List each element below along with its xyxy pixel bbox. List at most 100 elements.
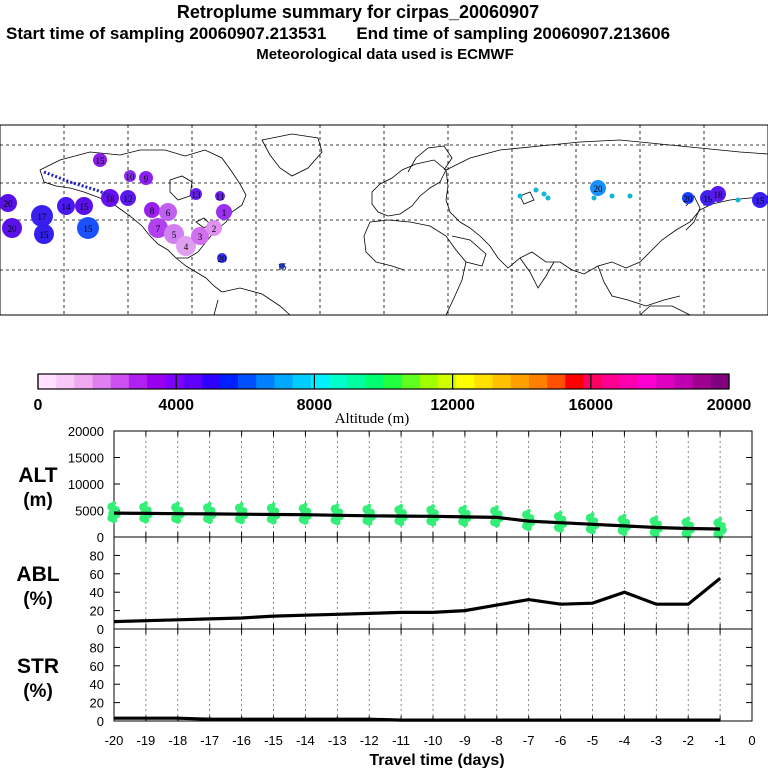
plume-marker-label: 15 xyxy=(80,202,90,212)
altitude-scatter-point xyxy=(653,531,660,538)
x-tick-label: -9 xyxy=(459,733,471,748)
altitude-scatter-point xyxy=(654,515,659,520)
plume-marker-label: 3 xyxy=(198,232,203,242)
x-axis-label: Travel time (days) xyxy=(369,752,504,768)
x-tick-label: -11 xyxy=(392,733,410,748)
plume-marker xyxy=(191,227,209,245)
colorbar-swatch xyxy=(38,374,57,389)
central-america-outline xyxy=(175,257,223,293)
x-tick-label: -3 xyxy=(651,733,663,748)
arabia-outline xyxy=(451,235,487,267)
colorbar-tick-label: 12000 xyxy=(430,397,475,414)
plume-marker-label: 6 xyxy=(166,208,171,218)
plume-marker-label: 15 xyxy=(40,230,50,240)
x-tick-label: -5 xyxy=(587,733,599,748)
plume-marker xyxy=(144,202,160,218)
y-axis-label-unit: (%) xyxy=(23,589,53,610)
y-tick-label: 10000 xyxy=(68,477,104,492)
plume-marker xyxy=(752,192,768,208)
series-line-alt xyxy=(113,511,721,531)
altitude-scatter-point xyxy=(335,503,340,508)
colorbar-tick-label: 0 xyxy=(34,397,43,414)
colorbar-swatch xyxy=(56,374,75,389)
plume-marker xyxy=(159,203,177,221)
y-tick-label: 5000 xyxy=(75,504,104,519)
altitude-scatter-point xyxy=(461,520,469,527)
trajectory-trail xyxy=(43,170,113,198)
colorbar-swatch xyxy=(692,374,712,389)
altitude-scatter-point xyxy=(557,526,564,533)
plume-marker-label: 10 xyxy=(126,172,136,182)
altitude-scatter-point xyxy=(526,509,531,513)
colorbar-tick-label: 8000 xyxy=(297,397,333,414)
altitude-scatter-point xyxy=(429,520,437,527)
colorbar-swatch xyxy=(438,374,457,389)
altitude-scatter-point xyxy=(207,501,212,506)
altitude-scatter-point xyxy=(493,521,500,528)
colorbar-swatch xyxy=(565,374,585,389)
colorbar-swatch xyxy=(219,374,239,389)
colorbar-swatch xyxy=(601,374,621,389)
y-axis-label-unit: (m) xyxy=(23,490,53,511)
altitude-scatter-point xyxy=(558,510,563,515)
y-axis-label: ABL xyxy=(16,563,59,586)
hudson-bay-outline xyxy=(169,175,193,201)
colorbar-label: Altitude (m) xyxy=(335,411,410,427)
colorbar-swatch xyxy=(128,374,148,389)
x-tick-label: -8 xyxy=(491,733,503,748)
plume-marker xyxy=(533,187,539,193)
plume-marker-label: 11 xyxy=(216,192,225,202)
altitude-scatter-point xyxy=(590,512,595,517)
plume-marker xyxy=(190,188,202,200)
colorbar-swatch xyxy=(201,374,221,389)
plume-marker-label: 15 xyxy=(756,196,766,206)
plume-marker-label: 1 xyxy=(222,208,227,218)
altitude-scatter-point xyxy=(494,505,499,510)
colorbar-swatch xyxy=(710,374,730,389)
altitude-scatter-point xyxy=(367,503,372,508)
colorbar-swatch xyxy=(474,374,494,389)
plume-marker-label: 20 xyxy=(8,224,18,234)
y-tick-label: 20 xyxy=(90,696,104,711)
map-graticule xyxy=(0,125,768,315)
colorbar-swatch xyxy=(292,374,312,389)
altitude-colorbar: 0 4000 8000 12000 16000 20000 xyxy=(34,373,751,414)
panel-str: 0 20 40 60 80 STR (%) xyxy=(17,628,753,729)
plume-marker xyxy=(57,197,75,215)
colorbar-tick-label: 4000 xyxy=(158,397,194,414)
plume-marker-label: 20 xyxy=(594,184,604,194)
colorbar-swatch xyxy=(365,374,384,389)
y-axis-label: ALT xyxy=(18,464,57,487)
colorbar-swatch xyxy=(310,374,330,389)
plume-marker-label: 15 xyxy=(84,224,94,234)
altitude-scatter-point xyxy=(621,529,628,536)
x-tick-label: -6 xyxy=(555,733,567,748)
plume-marker xyxy=(75,197,93,215)
colorbar-swatch xyxy=(619,374,639,389)
colorbar-swatch xyxy=(656,374,675,389)
x-tick-label: -10 xyxy=(424,733,443,748)
plume-marker-label: 8 xyxy=(150,206,155,216)
x-tick-label: -17 xyxy=(200,733,219,748)
plume-marker-label: 12 xyxy=(124,194,133,204)
start-time-label: Start time of sampling 20060907.213531 xyxy=(6,24,327,43)
x-tick-label: -20 xyxy=(105,733,124,748)
australia-outline xyxy=(639,305,691,316)
altitude-scatter-point xyxy=(142,517,150,524)
panel-abl: 0 20 40 60 80 ABL (%) xyxy=(16,536,753,637)
altitude-scatter-point xyxy=(462,504,467,509)
colorbar-tick-label: 16000 xyxy=(569,397,614,414)
altitude-scatter-point xyxy=(112,501,116,506)
plume-marker xyxy=(0,194,17,212)
plume-marker xyxy=(591,195,597,201)
altitude-scatter-point xyxy=(397,519,405,527)
x-tick-label: -13 xyxy=(328,733,347,748)
y-tick-label: 0 xyxy=(97,622,104,637)
met-data-label: Meteorological data used is ECMWF xyxy=(256,46,514,63)
series-line-str xyxy=(114,716,721,722)
plume-marker xyxy=(216,204,232,220)
y-tick-label: 15000 xyxy=(68,451,104,466)
y-tick-label: 60 xyxy=(90,659,104,674)
colorbar-swatch xyxy=(328,374,348,389)
plume-marker-label: 14 xyxy=(62,202,72,212)
